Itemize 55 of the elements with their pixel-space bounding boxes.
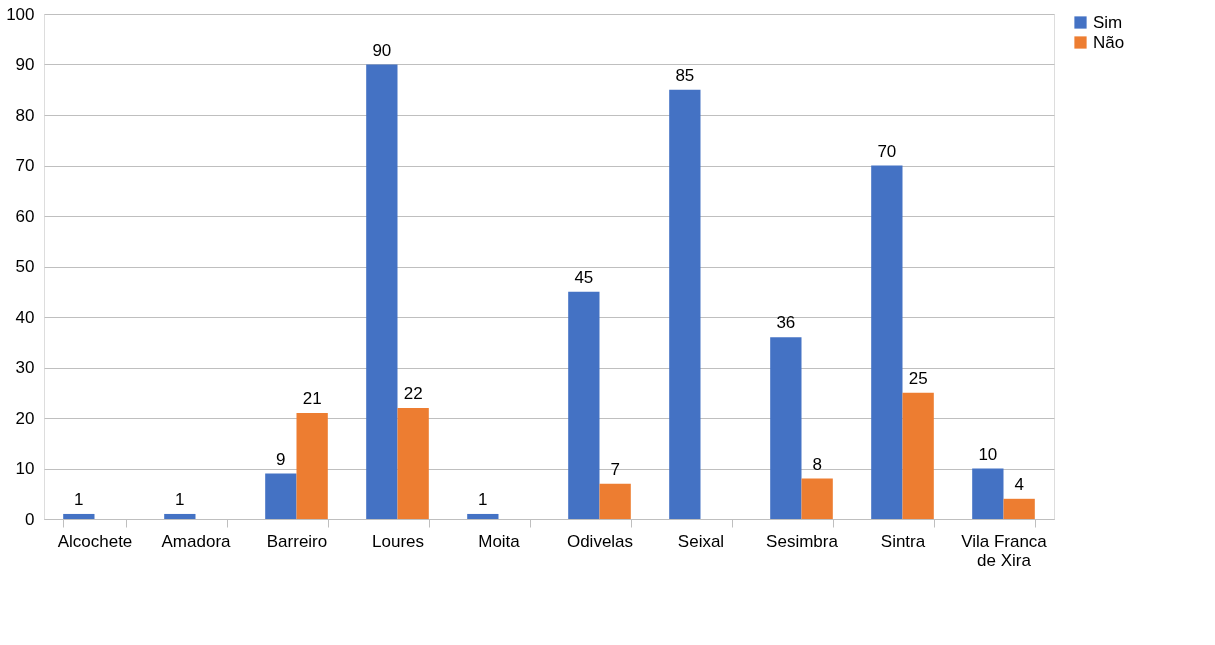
data-label: 21 — [302, 388, 322, 408]
y-tick-label: 70 — [15, 156, 35, 175]
bar — [871, 165, 903, 519]
data-label: 1 — [478, 489, 488, 509]
data-label: 22 — [403, 383, 423, 403]
data-label: 90 — [372, 40, 392, 60]
bar — [164, 513, 196, 519]
data-label: 4 — [1014, 474, 1024, 494]
x-tick-label: Vila Franca de Xira — [961, 531, 1048, 570]
bar — [366, 64, 398, 519]
bar — [972, 468, 1004, 519]
legend-label: Sim — [1093, 12, 1123, 32]
y-tick-label: 50 — [15, 257, 35, 276]
bar — [770, 337, 802, 519]
legend-label: Não — [1093, 32, 1125, 52]
data-label: 7 — [610, 459, 620, 479]
data-label: 45 — [574, 267, 594, 287]
bar — [669, 89, 701, 519]
data-label: 1 — [175, 489, 185, 509]
y-tick-label: 10 — [15, 459, 35, 478]
x-tick-label: Barreiro — [266, 531, 328, 551]
data-label: 8 — [812, 454, 822, 474]
y-tick-label: 60 — [15, 206, 35, 226]
bar — [467, 513, 499, 519]
y-tick-label: 20 — [15, 408, 35, 428]
y-tick-label: 90 — [15, 55, 35, 74]
data-label: 1 — [74, 489, 84, 509]
data-label: 25 — [908, 368, 928, 388]
y-tick-label: 30 — [15, 358, 35, 377]
x-tick-label: Amadora — [161, 531, 232, 551]
bar — [1003, 498, 1035, 519]
data-label: 9 — [276, 449, 286, 469]
x-tick-label: Sintra — [880, 531, 926, 551]
y-tick-label: 40 — [15, 307, 35, 327]
bar — [397, 407, 429, 519]
bar — [568, 291, 600, 519]
x-tick-label: Sesimbra — [766, 531, 839, 551]
bar — [265, 473, 297, 519]
x-tick-label: Seixal — [677, 531, 725, 551]
y-tick-label: 100 — [6, 4, 35, 24]
x-tick-label: Odivelas — [566, 531, 634, 551]
bar — [902, 392, 934, 519]
bar — [296, 412, 328, 519]
y-tick-label: 0 — [25, 509, 35, 529]
x-tick-label: Moita — [478, 531, 521, 551]
data-label: 36 — [776, 313, 796, 333]
x-tick-label: Loures — [372, 531, 424, 551]
bar — [599, 483, 631, 519]
y-tick-label: 80 — [15, 105, 35, 125]
x-tick-label: Alcochete — [57, 531, 133, 551]
bar — [801, 478, 833, 519]
data-label: 70 — [877, 141, 897, 161]
data-label: 85 — [675, 65, 695, 85]
data-label: 10 — [978, 444, 998, 464]
bar — [63, 513, 95, 519]
